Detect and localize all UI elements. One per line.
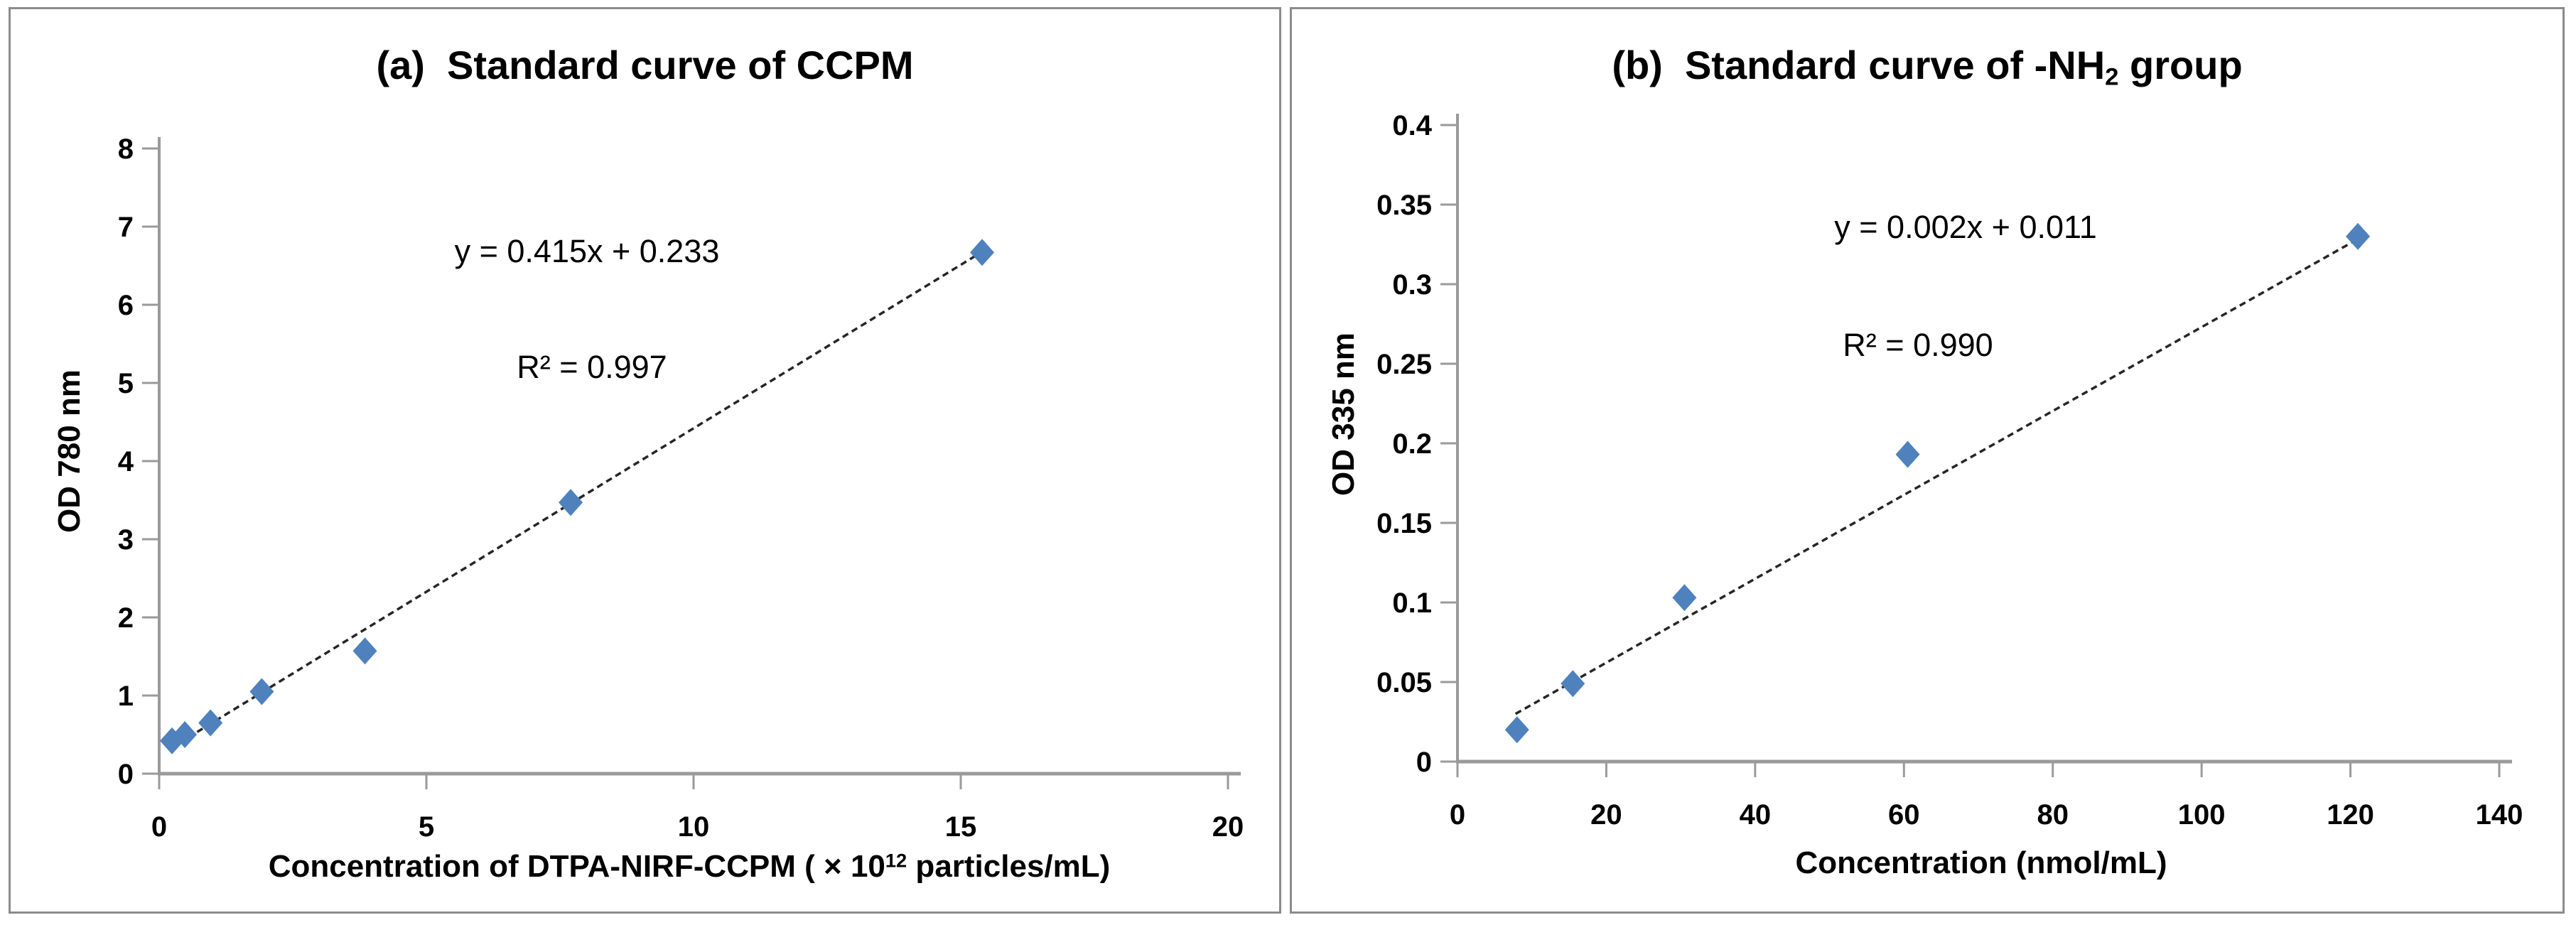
scatter-point <box>970 239 995 266</box>
scatter-point <box>559 489 583 516</box>
trendline <box>1514 234 2366 715</box>
y-tick-label: 0.35 <box>1376 190 1432 221</box>
x-axis-title-b: Concentration (nmol/mL) <box>1795 845 2167 881</box>
chart-title-b: (b) Standard curve of -NH2 group <box>1292 42 2562 92</box>
scatter-point <box>249 678 274 705</box>
y-tick-label: 0.25 <box>1376 349 1432 380</box>
plot-area-a: 0 5 10 15 20 0 1 2 3 4 5 6 7 8 <box>118 134 1244 843</box>
chart-title-b-subscript: 2 <box>2105 63 2119 91</box>
y-tick-label: 0.05 <box>1376 667 1432 698</box>
scatter-point <box>1561 670 1585 698</box>
y-axis-title-b: OD 335 nm <box>1326 332 1361 496</box>
x-tick-label: 0 <box>1450 799 1465 831</box>
r-squared-b: R² = 0.990 <box>1843 327 1993 363</box>
x-tick-label: 20 <box>1212 811 1244 843</box>
y-tick-label: 1 <box>118 681 134 712</box>
x-tick-label: 100 <box>2178 799 2226 831</box>
x-tick-label: 10 <box>678 811 710 843</box>
y-tick-label: 0 <box>1416 747 1432 778</box>
y-tick-label: 0.2 <box>1392 428 1432 460</box>
chart-title-a: (a) Standard curve of CCPM <box>11 42 1279 92</box>
x-tick-label: 5 <box>419 811 434 843</box>
scatter-point <box>1895 440 1920 468</box>
y-tick-label: 0.3 <box>1392 269 1432 301</box>
chart-title-b-text-post: group <box>2118 43 2243 87</box>
y-tick-label: 3 <box>118 524 134 556</box>
x-tick-label: 140 <box>2476 799 2523 831</box>
x-tick-label: 80 <box>2037 799 2069 831</box>
scatter-point <box>198 709 223 737</box>
x-tick-label: 20 <box>1590 799 1622 831</box>
x-tick-label: 0 <box>151 811 167 843</box>
x-axis-title-a: Concentration of DTPA-NIRF-CCPM ( × 1012… <box>269 849 1111 885</box>
x-tick-label: 40 <box>1740 799 1772 831</box>
x-tick-label: 60 <box>1888 799 1920 831</box>
scatter-point <box>352 637 377 665</box>
x-tick-label: 15 <box>945 811 977 843</box>
trend-equation-a: y = 0.415x + 0.233 <box>454 233 720 269</box>
chart-title-a-text: (a) Standard curve of CCPM <box>376 43 914 87</box>
x-axis-title-b-text: Concentration (nmol/mL) <box>1795 845 2167 880</box>
figure-panel-a: 0 5 10 15 20 0 1 2 3 4 5 6 7 8 (a) Standard curve of … <box>9 7 1281 914</box>
y-tick-label: 8 <box>118 134 134 165</box>
x-axis-title-a-superscript: 12 <box>885 849 907 872</box>
y-tick-label: 5 <box>118 368 134 399</box>
y-tick-label: 4 <box>118 446 134 477</box>
y-tick-label: 0.1 <box>1392 588 1432 619</box>
trend-equation-b: y = 0.002x + 0.011 <box>1834 209 2097 245</box>
x-tick-label: 120 <box>2327 799 2374 831</box>
y-tick-label: 7 <box>118 212 134 243</box>
y-tick-label: 0.15 <box>1376 508 1432 539</box>
scatter-point <box>2346 222 2371 250</box>
scatter-point <box>1672 584 1697 612</box>
y-tick-label: 2 <box>118 602 134 634</box>
y-tick-label: 6 <box>118 290 134 321</box>
plot-area-b: 0 20 40 60 80 100 120 140 0 0.05 0.1 0.15 0.2 0.25 0.3… <box>1376 110 2523 831</box>
r-squared-a: R² = 0.997 <box>517 349 667 385</box>
x-axis-title-a-text: Concentration of DTPA-NIRF-CCPM ( × 10 <box>268 849 885 884</box>
y-tick-label: 0.4 <box>1392 110 1432 141</box>
figure-panel-b: 0 20 40 60 80 100 120 140 0 0.05 0.1 0.15 0.2 0.25 0.3… <box>1290 7 2565 914</box>
y-tick-label: 0 <box>118 759 134 790</box>
x-axis-title-a-text-post: particles/mL) <box>907 849 1111 884</box>
y-axis-title-a: OD 780 nm <box>52 369 87 533</box>
chart-title-b-text: (b) Standard curve of -NH <box>1612 43 2106 87</box>
scatter-point <box>160 727 185 754</box>
scatter-point <box>1504 716 1529 744</box>
scatter-point <box>173 721 198 748</box>
